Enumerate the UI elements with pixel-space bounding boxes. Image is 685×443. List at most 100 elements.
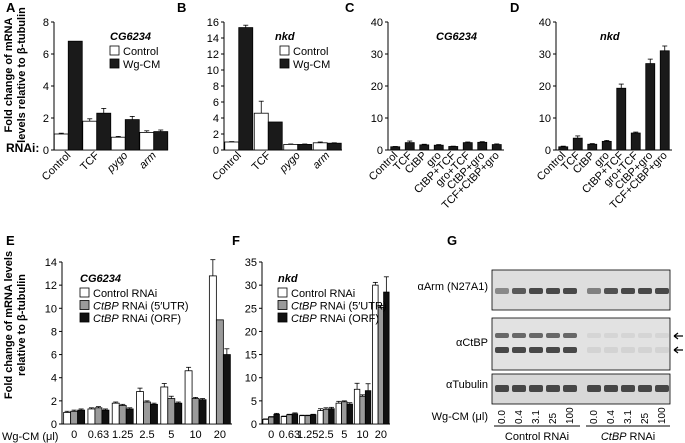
panel-letter-e: E: [6, 233, 15, 248]
bar-e: [111, 402, 120, 425]
blot-band-arm: [655, 288, 669, 294]
y-tick-label-a: 2: [43, 113, 49, 125]
y-tick-label-b: 12: [207, 49, 219, 61]
y-tick-label-b: 10: [207, 65, 219, 77]
blot-band-ctbp-lower: [563, 347, 577, 353]
bar-b: [238, 27, 254, 151]
y-axis-label-top-line1: Fold change of mRNA: [3, 18, 15, 133]
blot-band-arm: [495, 288, 509, 294]
y-tick-label-a: 4: [43, 81, 49, 93]
bar-a: [153, 131, 169, 151]
y-tick-label-e: 14: [45, 257, 57, 269]
bar-a: [96, 112, 112, 151]
legend-label-e: CtBP RNAi (ORF): [93, 313, 181, 325]
panel-letter-b: B: [177, 0, 186, 15]
y-tick-label-f: 35: [245, 257, 257, 269]
blot-band-arm: [621, 288, 635, 294]
panel-letter-c: C: [345, 0, 355, 15]
y-axis-label-top-line2: levels relative to β-tubulin: [16, 7, 28, 143]
y-tick-label-b: 2: [213, 129, 219, 141]
y-tick-label-c: 40: [371, 17, 383, 29]
y-tick-label-f: 20: [245, 326, 257, 338]
bar-f: [280, 416, 288, 425]
y-tick-label-f: 25: [245, 303, 257, 315]
blot-band-arm: [638, 288, 652, 294]
bar-e: [160, 386, 169, 425]
blot-band-ctbp-lower: [512, 347, 526, 353]
bar-b: [312, 142, 328, 151]
blot-ctbp-image: [491, 317, 671, 371]
x-tick-label-a: arm: [137, 150, 159, 172]
bar-f: [322, 408, 330, 425]
blot-wgcm-label: Wg-CM (μl): [432, 411, 488, 423]
chart-title-b: nkd: [275, 31, 295, 43]
bar-f: [328, 408, 335, 425]
legend-label-a: Control: [123, 46, 158, 58]
bar-c: [433, 144, 444, 151]
y-tick-label-b: 8: [213, 81, 219, 93]
bar-e: [118, 405, 127, 425]
legend-label-rest-part: RNAi (ORF): [119, 313, 181, 325]
legend-swatch-b: [279, 58, 290, 69]
legend-swatch-e: [79, 287, 90, 298]
blot-label-arm: αArm (N27A1): [417, 281, 488, 293]
bar-f: [341, 401, 348, 425]
bar-c: [404, 142, 415, 151]
legend-label-e: Control RNAi: [93, 288, 157, 300]
bar-b: [283, 143, 299, 151]
bar-f: [335, 402, 342, 425]
y-tick-label-e: 4: [51, 373, 57, 385]
x-tick-label-e: 0: [71, 429, 77, 441]
bar-e: [215, 319, 224, 425]
blot-band-ctbp-lower: [546, 347, 560, 353]
wgcm-axis-label: Wg-CM (μl): [2, 431, 58, 443]
bar-a: [110, 136, 126, 151]
blot-band-arm: [512, 288, 526, 294]
y-tick-label-e: 12: [45, 280, 57, 292]
chart-d: 010203040ControlTCFCtBPgroCtBP+TCFgro+TC…: [535, 17, 672, 212]
bar-d: [645, 63, 656, 151]
blot-band-ctbp-lower: [529, 347, 543, 353]
blot-band-tubulin: [512, 385, 526, 392]
bar-e: [101, 409, 110, 425]
x-tick-label-f: 5: [341, 429, 347, 441]
y-tick-label-d: 20: [539, 81, 551, 93]
bar-f: [267, 416, 275, 425]
x-tick-label-e: 5: [168, 429, 174, 441]
bar-d: [558, 146, 569, 151]
legend-label-f: CtBP RNAi (5′UTR): [291, 301, 387, 313]
bar-e: [184, 370, 193, 425]
group-label-ctbp: CtBP RNAi: [601, 431, 655, 443]
bar-b: [253, 112, 269, 151]
bar-c: [477, 141, 488, 151]
legend-swatch-e: [79, 300, 90, 310]
bar-c: [462, 142, 473, 151]
bar-e: [174, 402, 183, 425]
panel-letter-g: G: [447, 233, 457, 248]
bar-e: [167, 398, 176, 425]
bar-f: [359, 395, 366, 425]
blot-band-ctbp-upper: [587, 333, 601, 338]
y-tick-label-e: 0: [51, 419, 57, 431]
legend-swatch-a: [109, 45, 120, 56]
y-tick-label-b: 14: [207, 33, 219, 45]
chart-c: 010203040ControlTCFCtBPgroCtBP+TCFgro+TC…: [367, 17, 504, 212]
blot-band-tubulin: [638, 385, 652, 392]
panel-letter-d: D: [510, 0, 519, 15]
y-tick-label-d: 40: [539, 17, 551, 29]
y-tick-label-f: 15: [245, 350, 257, 362]
legend-swatch-b: [279, 45, 290, 56]
bar-f: [291, 413, 299, 425]
blot-band-ctbp-upper: [512, 333, 526, 338]
blot-band-ctbp-upper: [563, 333, 577, 338]
y-tick-label-c: 0: [377, 145, 383, 157]
blot-band-ctbp-upper: [655, 333, 669, 338]
blot-band-arm: [563, 288, 577, 294]
bar-d: [659, 50, 670, 151]
lane-label: 0.4: [606, 410, 617, 424]
lane-label: 0.4: [514, 410, 525, 424]
bar-c: [419, 144, 430, 151]
bar-b: [224, 141, 240, 151]
y-tick-label-e: 6: [51, 350, 57, 362]
